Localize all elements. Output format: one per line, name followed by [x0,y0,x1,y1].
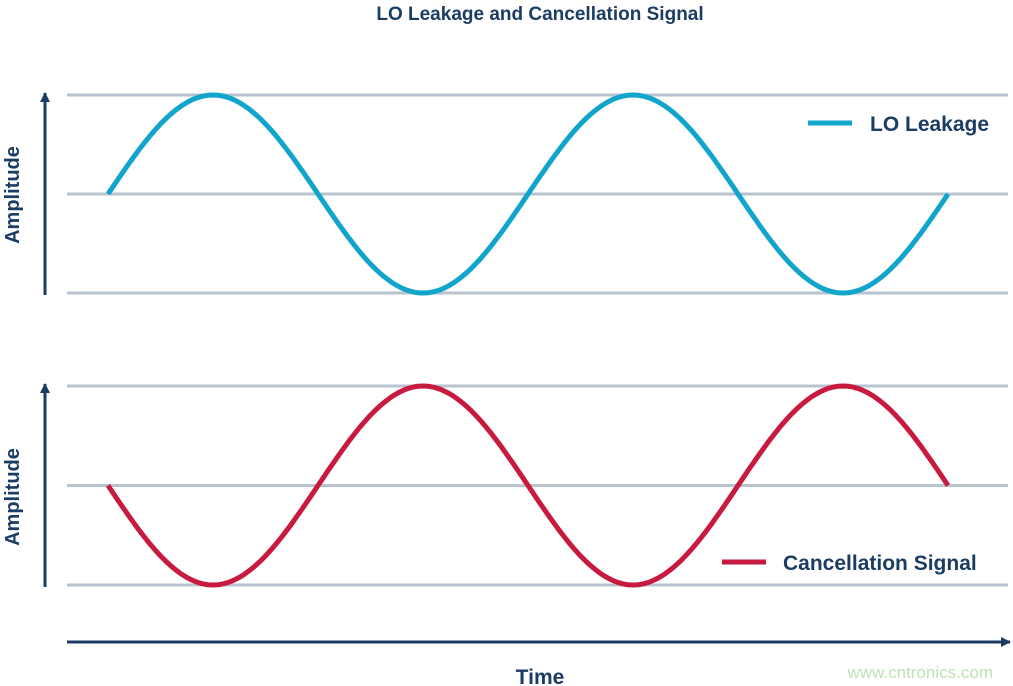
y-axis-label-bottom: Amplitude [2,448,24,546]
series-line-lo-leakage [105,92,951,296]
series-line-cancellation-signal [105,383,951,588]
y-axis-label-top: Amplitude [2,146,24,244]
chart-title: LO Leakage and Cancellation Signal [376,4,703,25]
watermark: www.cntronics.com [847,663,993,682]
x-axis-label: Time [516,666,565,686]
panel-lo-leakage [40,92,1008,296]
panel-cancellation [40,383,1008,588]
legend-label-cancellation: Cancellation Signal [783,552,977,575]
legend-label-lo-leakage: LO Leakage [870,113,989,136]
